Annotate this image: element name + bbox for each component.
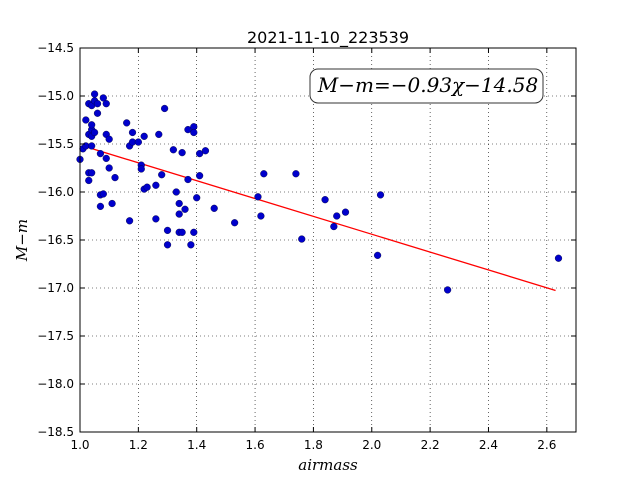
data-point (134, 138, 142, 146)
data-point (96, 202, 105, 211)
data-point (333, 212, 341, 220)
data-point (175, 199, 183, 208)
data-point (105, 135, 113, 143)
x-axis-label: airmass (298, 456, 358, 474)
chart-title: 2021-11-10_223539 (247, 28, 409, 48)
data-point (210, 204, 218, 212)
y-tick-label: −15.5 (37, 137, 74, 151)
data-point (88, 121, 96, 129)
data-point (123, 119, 131, 127)
data-point (169, 146, 177, 154)
data-point (90, 90, 99, 98)
y-tick-label: −14.5 (37, 41, 74, 55)
y-tick-label: −18.5 (37, 425, 74, 439)
data-point (88, 142, 96, 150)
data-point (155, 130, 163, 139)
data-point (128, 128, 137, 137)
data-point (196, 150, 204, 158)
data-point (181, 205, 189, 213)
data-point (140, 132, 148, 140)
data-point (102, 154, 110, 163)
y-axis-label: M−m (13, 219, 31, 262)
y-tick-label: −16.0 (37, 185, 74, 199)
axis-ticks: 1.0 1.2 1.4 1.6 1.8 2.0 2.2 2.4 2.6 −14.5 −15.0 −15… (37, 41, 576, 452)
data-point (126, 217, 134, 225)
data-point (554, 254, 563, 262)
data-point (321, 196, 329, 204)
data-point (161, 104, 169, 113)
gridlines (79, 47, 576, 433)
data-point (190, 228, 198, 236)
data-point (82, 116, 90, 124)
y-tick-label: −17.0 (37, 281, 74, 295)
data-point (102, 100, 110, 108)
data-point (184, 175, 192, 184)
data-point (231, 219, 239, 227)
x-tick-label: 1.4 (187, 438, 206, 452)
data-point (184, 126, 192, 134)
data-point (158, 171, 166, 179)
data-point (190, 128, 198, 137)
x-tick-label: 2.4 (479, 438, 498, 452)
x-tick-label: 2.2 (421, 438, 440, 452)
data-point (178, 228, 186, 236)
data-point (374, 251, 382, 259)
data-point (105, 164, 113, 172)
y-tick-label: −15.0 (37, 89, 74, 103)
x-tick-label: 2.0 (362, 438, 381, 452)
data-point (196, 172, 204, 180)
data-point (341, 208, 350, 216)
fit-line-group (85, 146, 556, 292)
x-tick-label: 1.6 (246, 438, 265, 452)
equation-box (309, 68, 544, 104)
data-point (90, 128, 99, 137)
data-point (152, 181, 160, 189)
data-point (137, 165, 145, 173)
y-tick-label: −17.5 (37, 329, 74, 343)
data-point (175, 210, 183, 218)
equation-text: M−m=−0.93χ−14.58 (317, 73, 538, 97)
data-point (111, 174, 119, 182)
data-point (163, 226, 172, 235)
x-tick-label: 1.2 (129, 438, 148, 452)
data-point (163, 241, 172, 249)
data-point (257, 212, 265, 220)
data-point (298, 235, 306, 243)
y-tick-label: −16.5 (37, 233, 74, 247)
data-point (201, 147, 210, 155)
data-point (85, 176, 93, 185)
data-point (93, 109, 102, 117)
data-point (99, 94, 107, 102)
data-point (88, 169, 96, 177)
data-point (376, 191, 385, 199)
x-tick-label: 1.0 (70, 438, 89, 452)
data-point (152, 215, 160, 223)
equation-annotation: M−m=−0.93χ−14.58 (309, 68, 544, 104)
fit-line (85, 146, 556, 292)
data-point (260, 170, 268, 178)
data-point (292, 170, 300, 178)
data-point (108, 199, 116, 208)
data-point (96, 150, 105, 158)
data-point (172, 188, 180, 196)
x-tick-label: 2.6 (537, 438, 556, 452)
data-point (193, 194, 201, 202)
data-point (254, 193, 262, 201)
data-point (444, 286, 452, 294)
data-point (178, 149, 186, 157)
data-points (76, 90, 563, 294)
x-tick-label: 1.8 (304, 438, 323, 452)
y-tick-label: −18.0 (37, 377, 74, 391)
data-point (99, 190, 107, 198)
data-point (330, 222, 338, 231)
data-point (187, 241, 195, 249)
data-point (143, 183, 151, 191)
data-point (93, 100, 102, 108)
